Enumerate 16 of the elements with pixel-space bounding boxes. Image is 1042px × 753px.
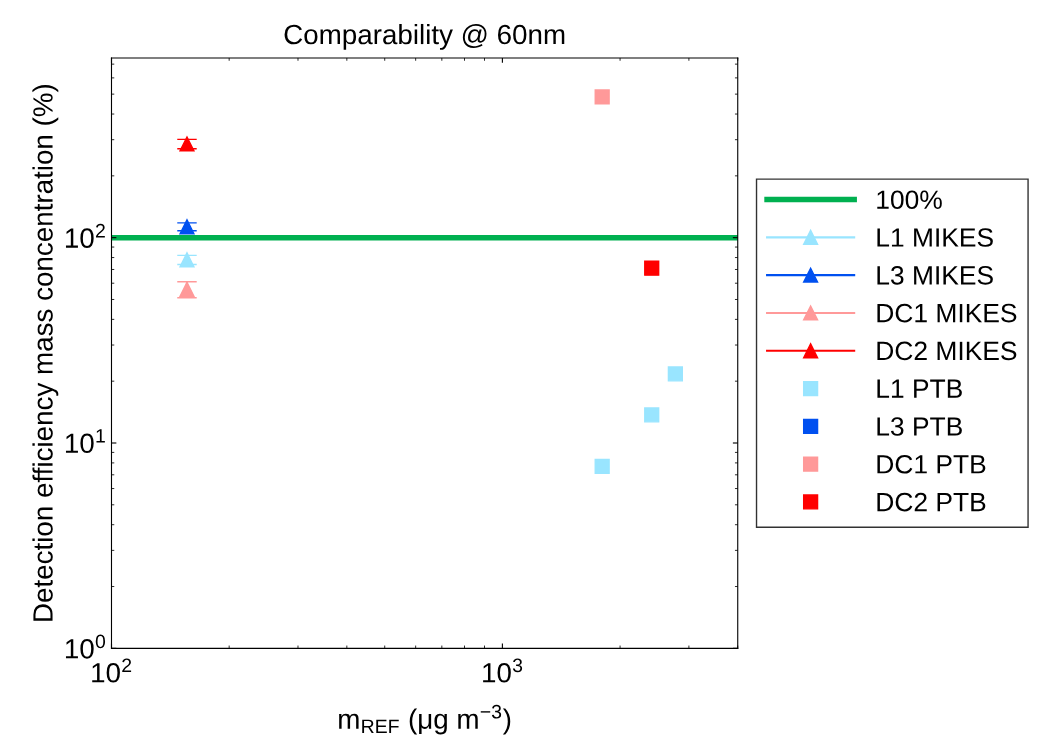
- legend-label: DC1 MIKES: [877, 303, 1017, 323]
- legend-label: DC1 PTB: [877, 454, 986, 474]
- legend-label: DC2 MIKES: [877, 341, 1017, 361]
- x-axis-title: m$_{REF}$ (μg m$^{−3}$): [339, 704, 511, 735]
- y-axis-title: Detection efficiency mass concentration (%): [32, 84, 59, 621]
- x-tick-label: 10$^{3}$: [483, 658, 523, 683]
- legend-label: L3 PTB: [877, 417, 962, 436]
- legend-label: L3 MIKES: [877, 265, 993, 285]
- legend-label: L1 MIKES: [877, 228, 993, 247]
- legend-label: L1 PTB: [877, 379, 962, 398]
- chart-title: Comparability @ 60nm: [284, 23, 565, 50]
- y-tick-label: 10$^{1}$: [65, 429, 105, 454]
- y-tick-label: 10$^{2}$: [65, 223, 105, 248]
- y-tick-label: 10$^{0}$: [65, 634, 106, 659]
- legend-label: DC2 PTB: [877, 492, 986, 512]
- legend-label: 100%: [877, 190, 942, 210]
